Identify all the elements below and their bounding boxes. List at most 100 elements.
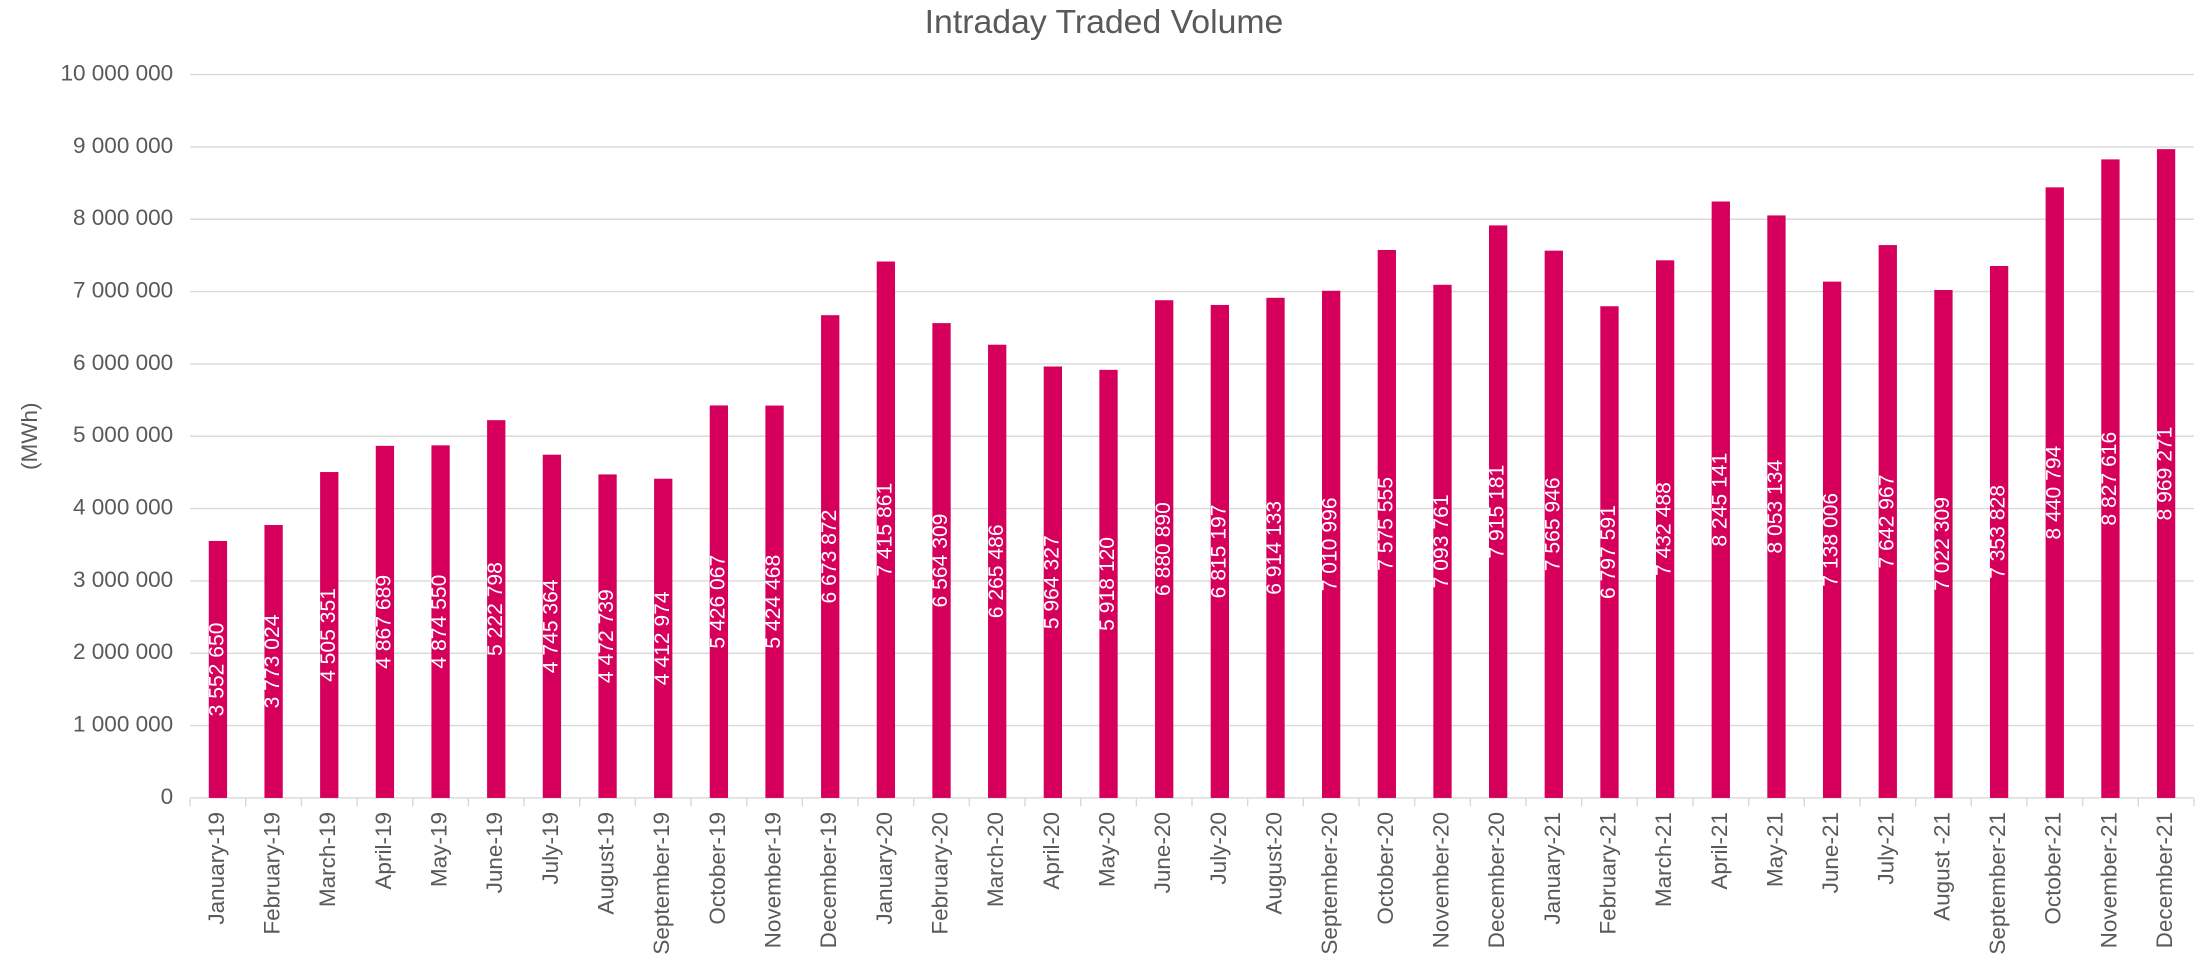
data-label: 6 673 872 — [818, 510, 841, 604]
data-label: 7 565 946 — [1541, 477, 1564, 571]
x-tick-label: July-20 — [1206, 812, 1231, 885]
x-tick-label: July-19 — [538, 812, 563, 885]
x-tick-label: November-21 — [2096, 812, 2121, 948]
bar — [988, 344, 1007, 798]
bar — [1433, 284, 1452, 798]
data-label: 7 353 828 — [1987, 485, 2010, 579]
bar — [375, 445, 395, 798]
bar — [598, 474, 617, 798]
x-tick-label: June-21 — [1818, 812, 1843, 893]
y-axis-title: (MWh) — [17, 403, 42, 471]
bar — [1099, 369, 1118, 798]
x-tick-label: November-20 — [1428, 812, 1453, 948]
bar — [487, 420, 506, 798]
x-tick-label: July-21 — [1874, 812, 1899, 885]
x-tick-label: March-21 — [1651, 812, 1676, 907]
y-tick-label: 3 000 000 — [73, 567, 173, 592]
data-label: 7 642 967 — [1875, 475, 1898, 569]
bar — [1266, 297, 1285, 798]
data-label: 7 093 761 — [1430, 494, 1453, 588]
bar — [1711, 201, 1730, 798]
x-tick-label: October-19 — [705, 812, 730, 925]
y-tick-label: 1 000 000 — [73, 712, 173, 737]
data-label: 7 138 006 — [1820, 493, 1843, 587]
bar — [1600, 306, 1619, 798]
data-label: 6 914 133 — [1263, 501, 1286, 595]
x-tick-label: April-21 — [1707, 812, 1732, 890]
y-tick-label: 10 000 000 — [60, 61, 173, 86]
data-label: 4 412 974 — [651, 591, 674, 685]
bar — [1934, 289, 1953, 798]
x-tick-label: December-19 — [816, 812, 841, 948]
x-tick-label: May-19 — [427, 812, 452, 887]
bar — [1210, 304, 1229, 798]
x-tick-label: January-21 — [1540, 812, 1565, 925]
data-label: 3 773 024 — [261, 614, 284, 708]
bar — [542, 454, 562, 798]
y-tick-label: 6 000 000 — [73, 350, 173, 375]
data-label: 6 265 486 — [985, 524, 1008, 618]
bar — [932, 323, 951, 798]
x-tick-label: September-19 — [649, 812, 674, 955]
data-label: 7 415 861 — [873, 483, 896, 577]
data-label: 6 797 591 — [1597, 505, 1620, 599]
data-label: 4 867 689 — [372, 575, 395, 669]
bar — [709, 405, 729, 798]
y-tick-label: 2 000 000 — [73, 639, 173, 664]
x-tick-label: February-21 — [1595, 812, 1620, 935]
data-label: 8 827 616 — [2098, 432, 2121, 526]
bar — [1043, 366, 1063, 798]
data-label: 4 472 739 — [595, 589, 618, 683]
bar — [821, 315, 840, 798]
bar — [1822, 281, 1842, 798]
bar — [264, 525, 283, 798]
x-tick-label: May-20 — [1094, 812, 1119, 887]
x-tick-label: August-19 — [594, 812, 619, 915]
data-label: 6 564 309 — [929, 514, 952, 608]
data-label: 8 245 141 — [1708, 453, 1731, 547]
data-label: 7 010 996 — [1319, 497, 1342, 591]
data-label: 6 815 197 — [1207, 505, 1230, 599]
data-label: 5 424 468 — [762, 555, 785, 649]
y-tick-label: 9 000 000 — [73, 133, 173, 158]
x-tick-label: January-19 — [204, 812, 229, 925]
bar — [1488, 225, 1508, 798]
x-tick-label: December-20 — [1484, 812, 1509, 948]
x-tick-label: December-21 — [2152, 812, 2177, 948]
bar — [765, 405, 784, 798]
data-label: 7 022 309 — [1931, 497, 1954, 591]
x-tick-label: October-21 — [2041, 812, 2066, 925]
data-label: 5 964 327 — [1040, 535, 1063, 629]
bar — [2101, 159, 2120, 798]
chart-title: Intraday Traded Volume — [925, 3, 1284, 41]
bar — [208, 540, 228, 798]
x-tick-label: October-20 — [1373, 812, 1398, 925]
x-tick-label: June-20 — [1150, 812, 1175, 893]
x-tick-label: April-19 — [371, 812, 396, 890]
data-label: 7 915 181 — [1486, 465, 1509, 559]
y-tick-label: 0 — [161, 784, 174, 809]
bar — [654, 478, 673, 798]
data-label: 7 432 488 — [1653, 482, 1676, 576]
bar — [1377, 249, 1396, 798]
data-label: 5 918 120 — [1096, 537, 1119, 631]
y-tick-label: 5 000 000 — [73, 422, 173, 447]
data-label: 6 880 890 — [1152, 502, 1175, 596]
data-label: 4 505 351 — [317, 588, 340, 682]
data-label: 4 874 550 — [428, 575, 451, 669]
data-label: 4 745 364 — [539, 579, 562, 673]
bar — [431, 445, 450, 798]
bar — [1767, 215, 1786, 798]
x-tick-label: March-20 — [983, 812, 1008, 907]
x-tick-label: September-20 — [1317, 812, 1342, 955]
x-tick-label: November-19 — [760, 812, 785, 948]
x-tick-label: March-19 — [315, 812, 340, 907]
bar — [1322, 290, 1341, 798]
bar — [320, 472, 339, 798]
y-tick-label: 8 000 000 — [73, 205, 173, 230]
bar — [1655, 260, 1675, 798]
bar — [1155, 300, 1174, 798]
x-tick-label: February-19 — [260, 812, 285, 935]
x-tick-label: September-21 — [1985, 812, 2010, 955]
